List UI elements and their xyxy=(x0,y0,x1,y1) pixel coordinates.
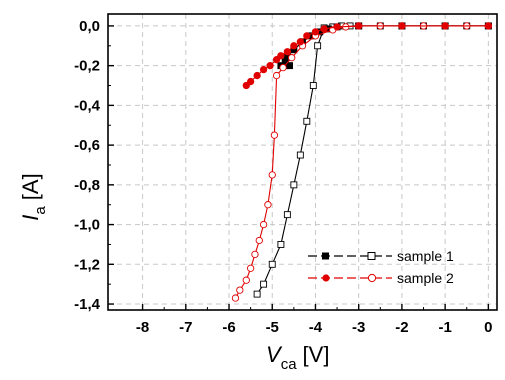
data-point xyxy=(236,286,244,294)
data-point xyxy=(286,62,293,70)
data-point xyxy=(268,260,276,268)
y-tick-label: -1,2 xyxy=(74,256,100,273)
data-point xyxy=(260,280,268,288)
x-tick-label: -5 xyxy=(266,319,279,336)
data-point xyxy=(251,250,259,259)
data-point xyxy=(290,42,298,50)
data-point xyxy=(296,151,304,159)
data-point xyxy=(441,22,449,30)
x-tick-label: -8 xyxy=(136,319,149,336)
x-tick-label: -3 xyxy=(352,319,365,336)
series-layer xyxy=(231,22,493,302)
data-point xyxy=(303,117,311,125)
data-point xyxy=(296,38,304,46)
y-axis-label-unit: [A] xyxy=(18,173,43,200)
data-point xyxy=(309,82,317,89)
y-tick-label: -0,6 xyxy=(74,137,100,154)
data-point xyxy=(242,276,250,284)
y-axis-label-main: I xyxy=(18,215,43,221)
data-point xyxy=(290,181,298,189)
x-tick-label: -7 xyxy=(179,319,192,336)
legend-marker-open-sample-1 xyxy=(367,252,376,260)
legend-label-sample-2: sample 2 xyxy=(397,270,454,286)
data-point xyxy=(272,71,281,80)
legend-item-sample-2: sample 2 xyxy=(308,270,454,286)
data-point xyxy=(314,42,322,50)
legend-marker-filled-sample-1 xyxy=(322,252,329,260)
data-point xyxy=(277,52,285,60)
data-point xyxy=(270,131,279,139)
data-point xyxy=(303,32,311,40)
y-tick-label: -0,4 xyxy=(74,97,101,114)
x-axis-label-main: V xyxy=(266,342,283,367)
x-tick-label: -4 xyxy=(309,319,323,336)
data-point xyxy=(268,171,276,179)
data-point xyxy=(255,236,263,245)
data-point xyxy=(231,294,240,302)
data-point xyxy=(484,22,493,30)
data-point xyxy=(333,23,341,31)
data-point xyxy=(279,63,287,72)
data-point xyxy=(311,28,320,36)
data-point xyxy=(259,65,268,74)
x-tick-label: -6 xyxy=(222,319,235,336)
data-point xyxy=(253,290,261,298)
legend-item-sample-1: sample 1 xyxy=(308,248,454,264)
y-tick-label: -1,4 xyxy=(74,296,101,313)
data-point xyxy=(288,54,296,62)
x-tick-label: 0 xyxy=(484,319,492,336)
y-axis-label-sub: a xyxy=(32,206,49,215)
legend: sample 1 sample 2 xyxy=(308,248,454,286)
data-point xyxy=(398,22,406,30)
data-point xyxy=(266,62,274,70)
x-axis-label: Vca [V] xyxy=(266,342,329,373)
y-tick-label: -1,0 xyxy=(74,217,100,234)
data-point xyxy=(253,71,261,80)
data-point xyxy=(277,240,285,248)
plot-frame xyxy=(107,13,498,311)
x-axis-label-unit: [V] xyxy=(303,342,330,367)
x-tick-label: -1 xyxy=(438,319,451,336)
data-point xyxy=(283,211,291,219)
data-point xyxy=(259,220,268,229)
y-tick-label: -0,2 xyxy=(74,58,100,75)
y-tick-label: 0,0 xyxy=(79,18,100,35)
x-axis-label-sub: ca xyxy=(281,356,298,373)
legend-marker-filled-sample-2 xyxy=(322,274,330,282)
x-tick-label: -2 xyxy=(395,319,408,336)
data-point xyxy=(264,201,272,209)
series-sample-2 xyxy=(231,22,493,302)
data-point xyxy=(355,22,363,30)
legend-label-sample-1: sample 1 xyxy=(397,248,454,264)
legend-marker-open-sample-2 xyxy=(367,273,377,283)
y-tick-label: -0,8 xyxy=(74,177,100,194)
data-point xyxy=(320,25,328,33)
data-point xyxy=(283,48,292,56)
ticks: -8 -7 -6 -5 -4 -3 -2 -1 0 0,0 -0,2 -0,4 -0,6 -0,8 -1,0… xyxy=(74,18,492,336)
data-point xyxy=(246,77,255,86)
data-point xyxy=(281,58,289,66)
y-axis-label: Ia [A] xyxy=(18,173,49,220)
data-point xyxy=(246,264,255,272)
